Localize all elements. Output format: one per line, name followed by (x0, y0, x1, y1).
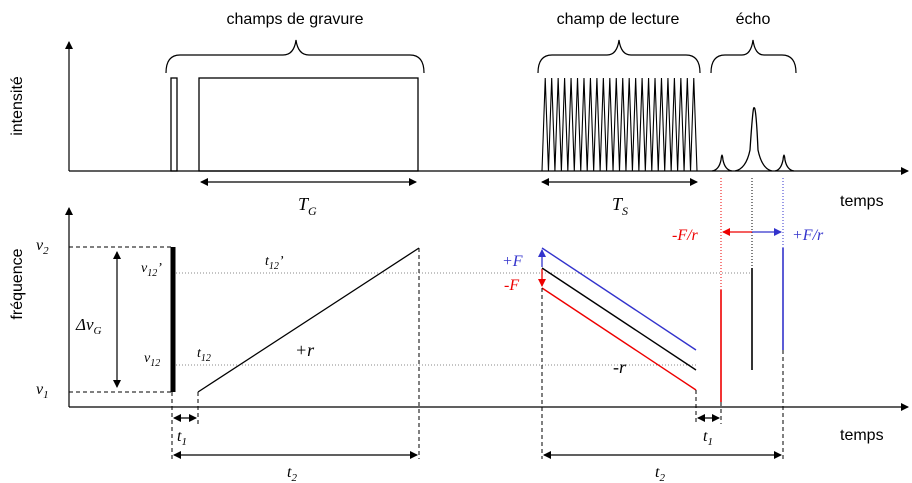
read-chirp-red (541, 287, 697, 391)
time-axis-label-top: temps (840, 193, 884, 210)
nu2-label: ν2 (36, 237, 49, 257)
plus-r-label: +r (295, 340, 315, 360)
read-field-waveform (541, 77, 698, 172)
nu12-label: ν12 (144, 351, 160, 369)
time-axis-label-bottom: temps (840, 427, 884, 444)
burn-pulse-long (198, 77, 419, 172)
intensity-axis-label: intensité (9, 76, 26, 136)
plus-F-label: +F (502, 253, 523, 270)
read-field-label: champ de lecture (557, 11, 680, 28)
burn-pulse-short (170, 77, 178, 172)
nu1-label: ν1 (36, 381, 49, 401)
minus-F-over-r-label: -F/r (672, 227, 699, 244)
t2-left-label: t2 (287, 464, 297, 483)
echo-label: écho (736, 11, 771, 28)
nu12p-label: ν12’ (141, 261, 162, 279)
read-chirp-black (541, 267, 697, 371)
minus-r-label: -r (613, 357, 627, 377)
t2-right-label: t2 (655, 464, 665, 483)
frequency-axis-label: fréquence (9, 248, 26, 319)
TS-label: TS (612, 194, 628, 218)
echo-peak-right (774, 154, 795, 172)
burn-chirp-line (197, 247, 420, 393)
read-chirp-blue (541, 247, 697, 351)
t1-left-label: t1 (177, 428, 187, 448)
delta-nu-label: ΔνG (75, 315, 102, 337)
echo-peak-main (734, 107, 773, 172)
t1-right-label: t1 (703, 428, 713, 448)
TG-label: TG (298, 194, 317, 218)
t12-label: t12 (197, 346, 211, 364)
burn-fields-label: champs de gravure (227, 11, 364, 28)
minus-F-label: -F (504, 277, 519, 294)
plus-F-over-r-label: +F/r (792, 227, 824, 244)
echo-peak-left (711, 154, 733, 172)
echo-brace (710, 39, 797, 74)
read-field-brace (537, 39, 701, 74)
t12p-label: t12’ (265, 254, 284, 272)
burn-fields-brace (165, 39, 425, 74)
